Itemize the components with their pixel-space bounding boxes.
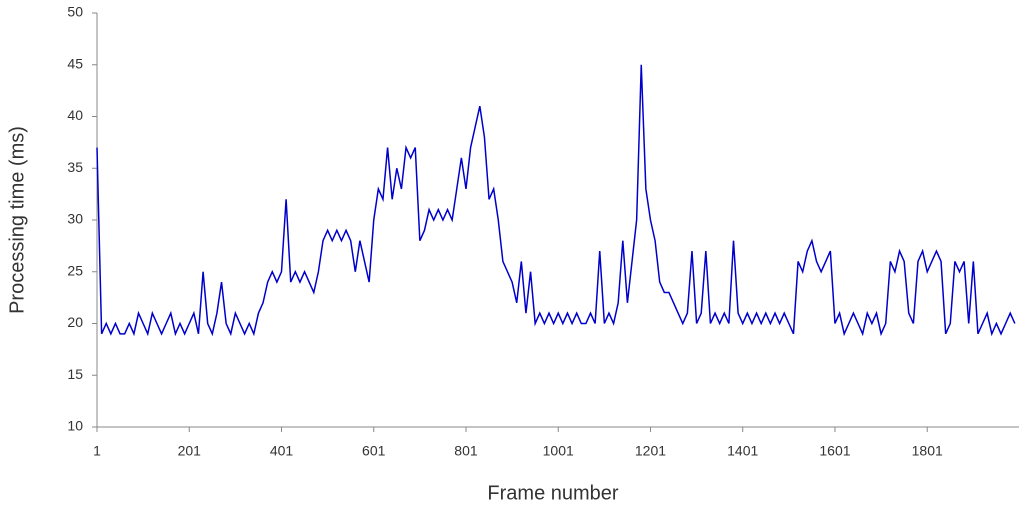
x-tick-label: 401 — [270, 443, 294, 459]
y-axis-title: Processing time (ms) — [6, 126, 28, 314]
y-tick-label: 15 — [67, 366, 83, 382]
x-tick-label: 1 — [93, 443, 101, 459]
x-tick-label: 1601 — [819, 443, 850, 459]
x-axis-title: Frame number — [487, 482, 618, 504]
y-tick-label: 25 — [67, 262, 83, 278]
y-tick-label: 40 — [67, 107, 83, 123]
y-tick-label: 30 — [67, 211, 83, 227]
x-tick-label: 1201 — [635, 443, 666, 459]
x-tick-label: 1001 — [543, 443, 574, 459]
y-tick-label: 50 — [67, 4, 83, 20]
x-tick-label: 601 — [362, 443, 386, 459]
x-tick-label: 801 — [454, 443, 478, 459]
y-tick-label: 35 — [67, 159, 83, 175]
y-tick-label: 45 — [67, 55, 83, 71]
y-tick-label: 20 — [67, 314, 83, 330]
x-tick-label: 201 — [178, 443, 202, 459]
x-tick-label: 1801 — [912, 443, 943, 459]
y-tick-label: 10 — [67, 418, 83, 434]
x-tick-label: 1401 — [727, 443, 758, 459]
data-line — [96, 64, 1016, 337]
